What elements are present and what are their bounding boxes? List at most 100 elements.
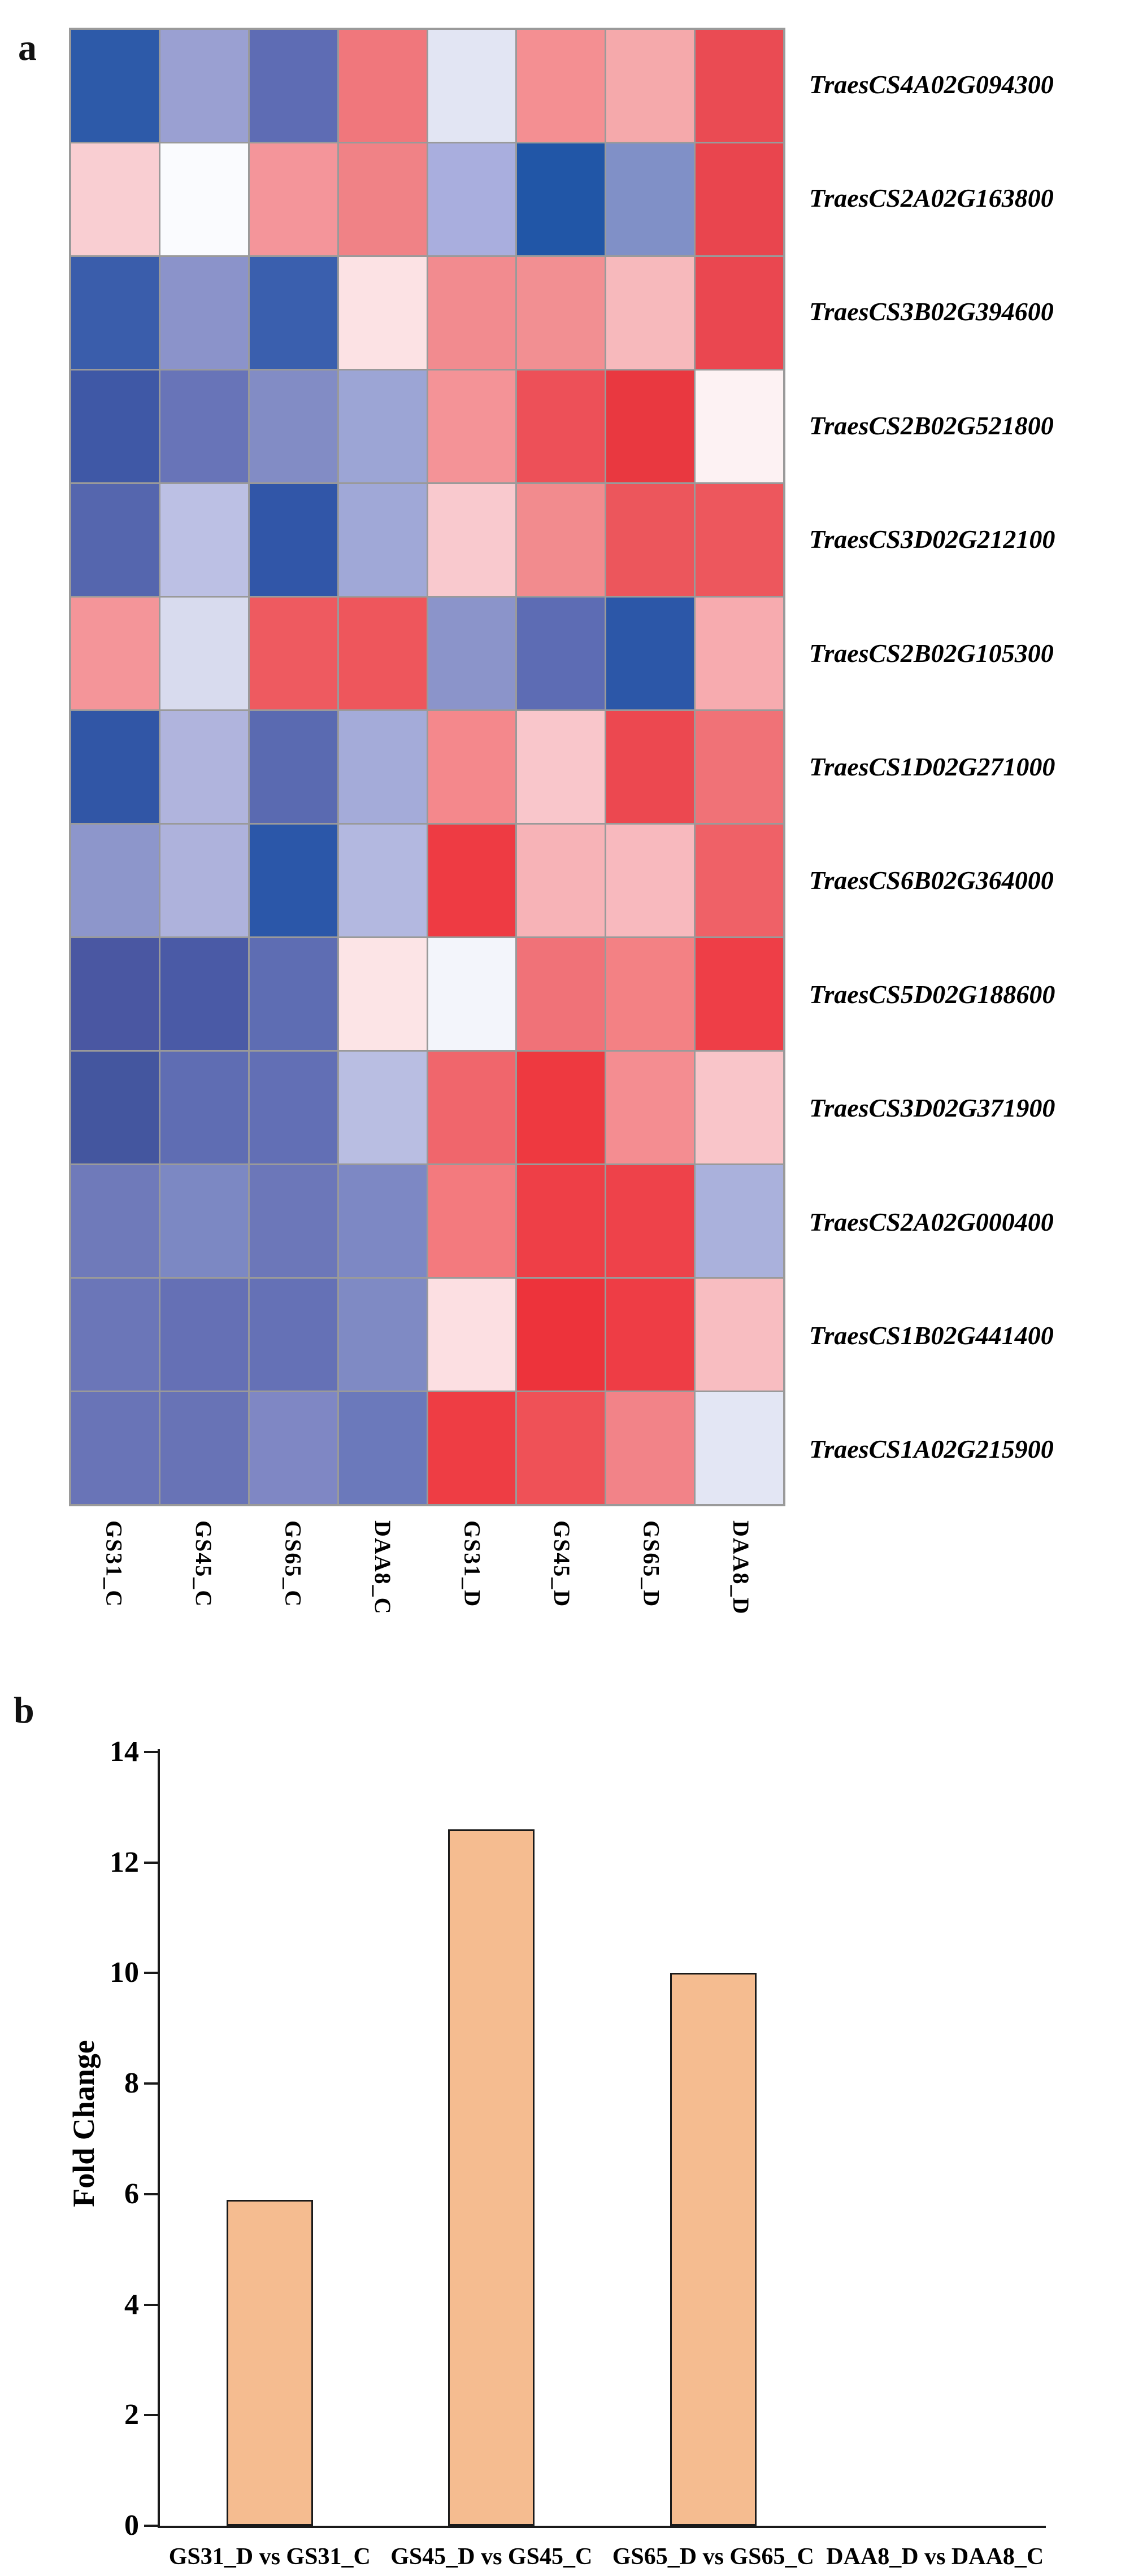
x-category-label: GS31_D vs GS31_C <box>168 2544 371 2570</box>
heatmap-cell <box>517 257 605 369</box>
heatmap-cell <box>696 143 783 255</box>
heatmap-cell <box>517 371 605 482</box>
heatmap-cell <box>517 143 605 255</box>
heatmap-cell <box>160 30 248 142</box>
heatmap-cell <box>338 257 427 369</box>
heatmap-cell <box>696 257 783 369</box>
heatmap-cell <box>249 1052 337 1163</box>
heatmap-cell <box>696 1052 783 1163</box>
gene-label: TraesCS3D02G371900 <box>809 1093 1055 1123</box>
y-tick-label: 6 <box>124 2177 139 2210</box>
heatmap-cell <box>249 371 337 482</box>
heatmap-cell <box>338 598 427 709</box>
heatmap-cell <box>428 257 516 369</box>
heatmap-cell <box>428 1279 516 1391</box>
y-tick-label: 14 <box>110 1736 139 1768</box>
heatmap-cell <box>338 1165 427 1277</box>
heatmap-cell <box>249 257 337 369</box>
heatmap-cell <box>249 1279 337 1391</box>
heatmap-cell <box>696 1165 783 1277</box>
heatmap-cell <box>606 371 694 482</box>
heatmap-cell <box>160 143 248 255</box>
gene-label: TraesCS2B02G105300 <box>809 638 1054 668</box>
heatmap-cell <box>249 1392 337 1504</box>
sample-label: DAA8_C <box>370 1520 396 1615</box>
heatmap-cell <box>428 30 516 142</box>
heatmap-cell <box>428 371 516 482</box>
heatmap-cell <box>517 1279 605 1391</box>
heatmap-cell <box>696 598 783 709</box>
heatmap-cell <box>71 1392 159 1504</box>
heatmap-cell <box>606 938 694 1050</box>
sample-label: GS45_D <box>549 1520 575 1608</box>
heatmap-cell <box>428 938 516 1050</box>
heatmap-cell <box>338 825 427 936</box>
y-tick-label: 0 <box>124 2509 139 2542</box>
heatmap-cell <box>249 711 337 823</box>
heatmap-cell <box>606 30 694 142</box>
y-tick-mark <box>144 2193 159 2195</box>
heatmap-cell <box>517 1052 605 1163</box>
x-category-label: GS65_D vs GS65_C <box>612 2544 814 2570</box>
heatmap-cell <box>517 598 605 709</box>
heatmap-grid <box>69 28 785 1506</box>
heatmap-cell <box>160 938 248 1050</box>
heatmap-cell <box>71 938 159 1050</box>
heatmap-cell <box>606 598 694 709</box>
heatmap-cell <box>338 1279 427 1391</box>
gene-label: TraesCS3D02G212100 <box>809 525 1055 554</box>
heatmap-cell <box>428 825 516 936</box>
heatmap-cell <box>338 711 427 823</box>
heatmap-cell <box>249 825 337 936</box>
heatmap-cell <box>71 1165 159 1277</box>
x-category-label: GS45_D vs GS45_C <box>390 2544 593 2570</box>
heatmap-cell <box>517 484 605 596</box>
heatmap-cell <box>606 1392 694 1504</box>
heatmap-cell <box>249 484 337 596</box>
heatmap-cell <box>517 938 605 1050</box>
y-tick-mark <box>144 1972 159 1975</box>
heatmap-cell <box>160 1165 248 1277</box>
heatmap-cell <box>160 711 248 823</box>
gene-label: TraesCS1D02G271000 <box>809 752 1055 781</box>
heatmap-cell <box>606 825 694 936</box>
heatmap-cell <box>606 1052 694 1163</box>
heatmap-cell <box>71 711 159 823</box>
heatmap-cell <box>249 143 337 255</box>
gene-label: TraesCS6B02G364000 <box>809 866 1054 895</box>
gene-label: TraesCS4A02G094300 <box>809 69 1054 99</box>
heatmap-cell <box>160 257 248 369</box>
y-tick-mark <box>144 2082 159 2085</box>
heatmap-cell <box>428 1165 516 1277</box>
heatmap-cell <box>696 484 783 596</box>
heatmap-cell <box>696 371 783 482</box>
y-tick-label: 10 <box>110 1956 139 1989</box>
heatmap-cell <box>517 711 605 823</box>
heatmap-cell <box>517 1392 605 1504</box>
heatmap-cell <box>71 1052 159 1163</box>
gene-label: TraesCS2A02G000400 <box>809 1207 1054 1236</box>
y-tick-mark <box>144 2303 159 2306</box>
heatmap-cell <box>517 825 605 936</box>
gene-label: TraesCS1A02G215900 <box>809 1435 1054 1464</box>
heatmap-cell <box>249 1165 337 1277</box>
heatmap-cell <box>160 484 248 596</box>
y-tick-label: 12 <box>110 1846 139 1878</box>
heatmap-cell <box>517 30 605 142</box>
y-tick-label: 8 <box>124 2067 139 2100</box>
y-tick-mark <box>144 2414 159 2417</box>
sample-label: GS65_C <box>280 1520 306 1608</box>
heatmap-cell <box>71 484 159 596</box>
heatmap-cell <box>71 257 159 369</box>
heatmap-cell <box>338 938 427 1050</box>
heatmap-cell <box>606 711 694 823</box>
heatmap-cell <box>338 484 427 596</box>
y-tick-mark <box>144 1751 159 1753</box>
heatmap-cell <box>696 1279 783 1391</box>
heatmap-cell <box>696 711 783 823</box>
y-tick-mark <box>144 2525 159 2527</box>
heatmap-cell <box>338 143 427 255</box>
heatmap-cell <box>249 938 337 1050</box>
heatmap-cell <box>606 484 694 596</box>
